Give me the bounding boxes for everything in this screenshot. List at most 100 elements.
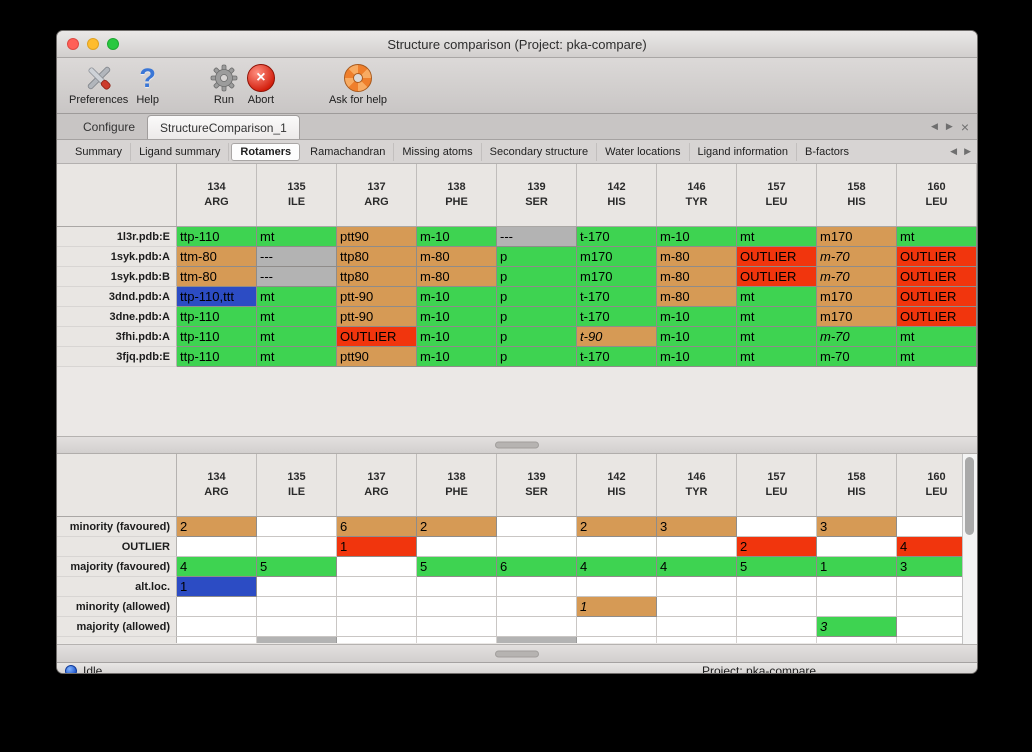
rotamer-cell[interactable]: mt [257,327,337,347]
count-cell[interactable] [177,597,257,617]
count-cell[interactable] [737,597,817,617]
rotamer-cell[interactable]: mt [897,347,977,367]
rotamer-cell[interactable]: m-10 [417,287,497,307]
rotamer-cell[interactable]: m-10 [417,227,497,247]
rotamer-cell[interactable]: m-10 [657,227,737,247]
count-cell[interactable]: 2 [177,517,257,537]
count-cell[interactable] [257,577,337,597]
column-header[interactable]: 135 ILE [257,164,337,226]
tab-configure[interactable]: Configure [83,119,136,134]
count-cell[interactable] [657,577,737,597]
rotamer-cell[interactable]: mt [737,347,817,367]
rotamer-cell[interactable]: t-170 [577,287,657,307]
rotamer-cell[interactable]: m-10 [657,327,737,347]
rotamer-cell[interactable]: t-170 [577,227,657,247]
rotamer-cell[interactable]: m-10 [657,347,737,367]
count-cell[interactable]: 4 [657,557,737,577]
subtab-water-locations[interactable]: Water locations [597,142,690,161]
column-header[interactable]: 135 ILE [257,454,337,516]
rotamer-cell[interactable]: mt [257,287,337,307]
count-cell[interactable] [817,577,897,597]
column-header[interactable]: 137 ARG [337,164,417,226]
count-cell[interactable] [177,537,257,557]
rotamer-cell[interactable]: m170 [817,227,897,247]
count-cell[interactable] [817,597,897,617]
rotamer-cell[interactable]: ptt-90 [337,287,417,307]
rotamer-cell[interactable]: p [497,307,577,327]
count-cell[interactable] [657,597,737,617]
rotamer-cell[interactable]: OUTLIER [897,267,977,287]
ask-for-help-button[interactable]: Ask for help [329,62,387,106]
count-cell[interactable] [577,577,657,597]
rotamer-cell[interactable]: m-10 [417,327,497,347]
row-label[interactable]: 3dnd.pdb:A [57,287,177,307]
row-label[interactable]: 1l3r.pdb:E [57,227,177,247]
zoom-button[interactable] [107,38,119,50]
rotamer-cell[interactable]: ttp-110 [177,327,257,347]
count-cell[interactable]: 1 [337,537,417,557]
subtab-secondary-structure[interactable]: Secondary structure [482,142,598,161]
count-cell[interactable] [257,517,337,537]
run-button[interactable]: Run [209,62,239,106]
rotamer-cell[interactable]: mt [257,227,337,247]
row-label[interactable]: 3fjq.pdb:E [57,347,177,367]
row-label[interactable]: majority (allowed) [57,617,177,637]
count-cell[interactable]: 3 [657,517,737,537]
tab-close-icon[interactable]: × [960,118,969,135]
count-cell[interactable] [737,577,817,597]
rotamer-cell[interactable]: m-10 [417,307,497,327]
rotamer-cell[interactable]: m-70 [817,267,897,287]
count-cell[interactable]: 3 [817,517,897,537]
abort-button[interactable]: × Abort [246,62,275,106]
subtab-scroll-right-icon[interactable]: ▶ [964,146,971,156]
row-label[interactable]: 1syk.pdb:B [57,267,177,287]
count-cell[interactable] [497,517,577,537]
column-header[interactable]: 138 PHE [417,454,497,516]
row-label[interactable]: 1syk.pdb:A [57,247,177,267]
count-cell[interactable] [577,617,657,637]
rotamer-cell[interactable]: p [497,327,577,347]
rotamer-cell[interactable]: --- [497,227,577,247]
row-label[interactable]: majority (favoured) [57,557,177,577]
column-header[interactable]: 146 TYR [657,164,737,226]
column-header[interactable]: 158 HIS [817,164,897,226]
count-cell[interactable] [737,617,817,637]
count-cell[interactable]: 1 [177,577,257,597]
count-cell[interactable]: 1 [817,557,897,577]
count-cell[interactable]: 4 [577,557,657,577]
count-cell[interactable] [657,617,737,637]
rotamer-cell[interactable]: mt [737,327,817,347]
count-cell[interactable] [497,617,577,637]
rotamer-cell[interactable]: OUTLIER [897,247,977,267]
rotamer-cell[interactable]: m-80 [657,267,737,287]
column-header[interactable]: 139 SER [497,454,577,516]
rotamer-cell[interactable]: ttp-110 [177,227,257,247]
count-cell[interactable] [817,537,897,557]
count-cell[interactable]: 4 [177,557,257,577]
count-cell[interactable]: 5 [737,557,817,577]
count-cell[interactable] [177,617,257,637]
column-header[interactable]: 146 TYR [657,454,737,516]
count-cell[interactable] [657,537,737,557]
count-cell[interactable] [337,617,417,637]
rotamer-cell[interactable]: mt [897,327,977,347]
count-cell[interactable] [257,597,337,617]
rotamer-cell[interactable]: ttp-110,ttt [177,287,257,307]
rotamer-cell[interactable]: p [497,347,577,367]
count-cell[interactable] [337,577,417,597]
rotamer-cell[interactable]: m170 [817,307,897,327]
vertical-scrollbar[interactable] [962,454,977,644]
subtab-missing-atoms[interactable]: Missing atoms [394,142,482,161]
rotamer-cell[interactable]: ptt90 [337,347,417,367]
rotamer-cell[interactable]: p [497,287,577,307]
rotamer-cell[interactable]: mt [737,307,817,327]
column-header[interactable]: 142 HIS [577,454,657,516]
rotamer-cell[interactable]: mt [257,347,337,367]
rotamer-cell[interactable]: mt [737,287,817,307]
help-button[interactable]: ? Help [136,62,159,106]
rotamer-cell[interactable]: ttp80 [337,247,417,267]
column-header[interactable]: 142 HIS [577,164,657,226]
count-cell[interactable] [417,577,497,597]
row-label[interactable]: alt.loc. [57,577,177,597]
rotamer-cell[interactable]: mt [257,307,337,327]
